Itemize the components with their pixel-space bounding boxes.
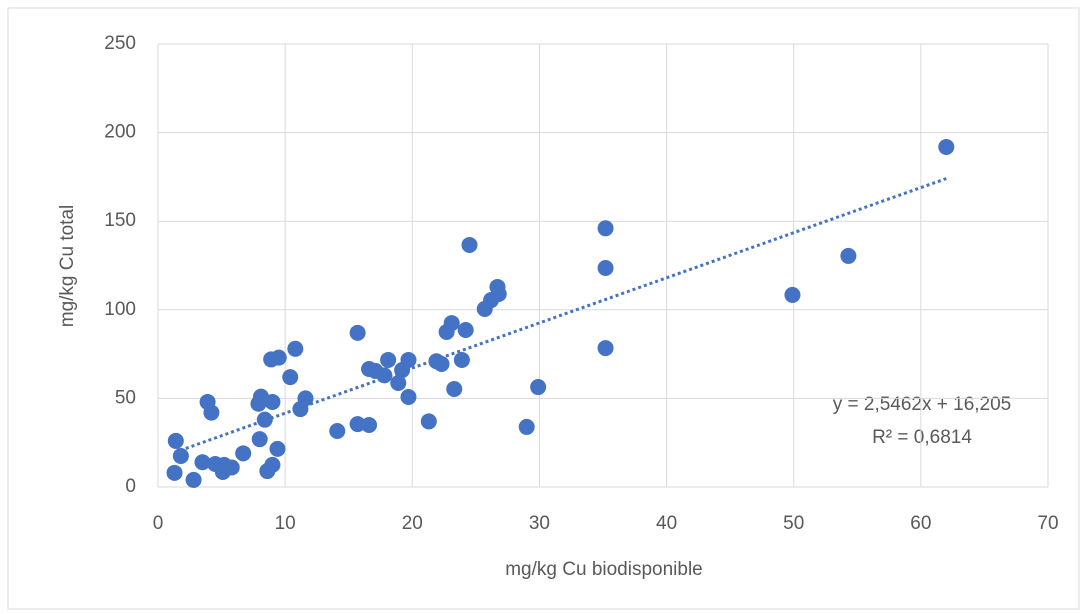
point <box>400 388 417 405</box>
y-tick-label: 100 <box>104 299 136 320</box>
point <box>223 459 240 476</box>
point <box>597 340 614 357</box>
trendline <box>174 177 947 454</box>
point <box>840 247 857 264</box>
y-tick-label: 0 <box>125 476 136 497</box>
point <box>264 456 281 473</box>
point <box>329 423 346 440</box>
x-tick-label: 60 <box>910 513 931 534</box>
point <box>297 390 314 407</box>
x-tick-label: 0 <box>153 513 164 534</box>
x-tick-label: 20 <box>402 513 423 534</box>
point <box>287 340 304 357</box>
y-tick-label: 50 <box>115 387 136 408</box>
point <box>446 381 463 398</box>
point <box>390 374 407 391</box>
y-tick-label: 250 <box>104 33 136 54</box>
point <box>400 351 417 368</box>
point <box>269 440 286 457</box>
point <box>166 464 183 481</box>
x-tick-label: 70 <box>1037 513 1058 534</box>
point <box>938 138 955 155</box>
y-tick-label: 150 <box>104 210 136 231</box>
point <box>270 349 287 366</box>
point <box>203 404 220 421</box>
point <box>530 379 547 396</box>
x-tick-label: 30 <box>529 513 550 534</box>
x-axis-title: mg/kg Cu biodisponible <box>505 559 703 580</box>
point <box>185 471 202 488</box>
point <box>461 236 478 253</box>
x-tick-label: 40 <box>656 513 677 534</box>
trendline-r2: R² = 0,6814 <box>872 427 972 448</box>
point <box>349 324 366 341</box>
point <box>167 432 184 449</box>
point <box>457 322 474 339</box>
point <box>194 454 211 471</box>
x-tick-label: 50 <box>783 513 804 534</box>
point <box>349 416 366 433</box>
point <box>282 369 299 386</box>
point <box>420 413 437 430</box>
point <box>361 416 378 433</box>
point <box>784 286 801 303</box>
point <box>453 351 470 368</box>
y-axis-title: mg/kg Cu total <box>57 205 78 328</box>
point <box>251 431 268 448</box>
point <box>443 315 460 332</box>
point <box>380 351 397 368</box>
point <box>264 393 281 410</box>
chart-border <box>7 7 1080 610</box>
trendline-equation: y = 2,5462x + 16,205 <box>833 394 1012 415</box>
y-tick-label: 200 <box>104 122 136 143</box>
x-tick-label: 10 <box>275 513 296 534</box>
point <box>597 220 614 237</box>
point <box>597 259 614 276</box>
point <box>518 418 535 435</box>
point <box>235 445 252 462</box>
point <box>490 286 507 303</box>
